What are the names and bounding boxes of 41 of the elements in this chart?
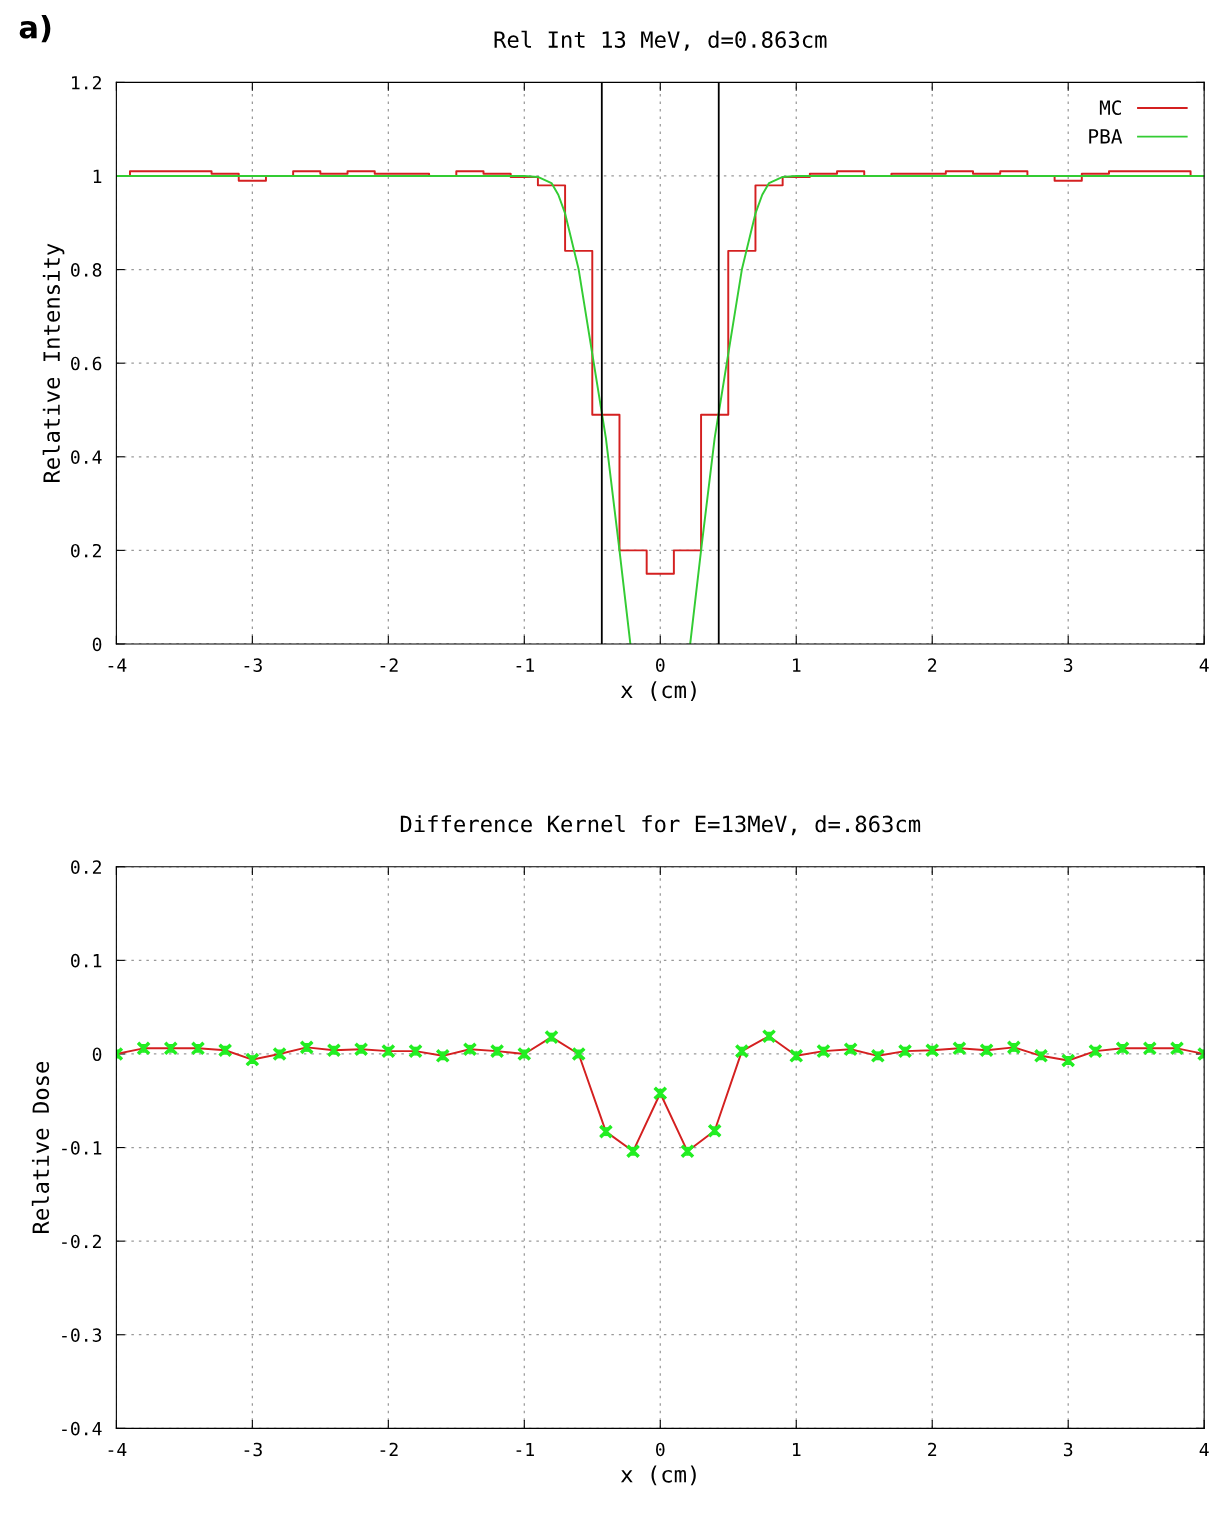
- text: a): [19, 14, 51, 43]
- y-tick-label: -0.3: [62, 1328, 102, 1342]
- y-tick-label: 0.8: [71, 263, 102, 277]
- x-tick-label: -4: [108, 1442, 127, 1457]
- x-tick-label: 3: [1063, 1442, 1073, 1457]
- y-axis-title: Relative Intensity: [42, 243, 65, 483]
- x-tick-label: 3: [1063, 658, 1073, 672]
- x-tick-label: -4: [108, 658, 127, 672]
- y-tick-label: -0.4: [62, 1421, 102, 1436]
- x-tick-label: 1: [792, 658, 801, 672]
- y-tick-label: 1: [93, 169, 102, 183]
- y-tick-label: -0.2: [62, 1234, 101, 1249]
- x-tick-label: -2: [380, 1442, 398, 1457]
- chart-title: Difference Kernel for E=13MeV, d=.863cm: [400, 815, 921, 836]
- x-tick-label: 2: [928, 1442, 937, 1457]
- y-axis-title: Relative Dose: [31, 1061, 50, 1233]
- x-tick-label: -3: [244, 1442, 262, 1457]
- y-tick-label: 0.1: [71, 953, 102, 968]
- y-tick-label: 0.6: [71, 356, 102, 371]
- x-tick-label: -1: [516, 1442, 534, 1457]
- y-tick-label: 0.2: [71, 860, 101, 874]
- legend-label: MC: [1099, 100, 1121, 116]
- x-tick-label: -3: [244, 658, 262, 672]
- y-tick-label: 0: [92, 1047, 102, 1062]
- x-axis-title: x (cm): [620, 1465, 696, 1486]
- x-tick-label: 4: [1199, 658, 1209, 672]
- x-axis-title: x (cm): [620, 681, 696, 701]
- x-tick-label: 0: [656, 658, 665, 672]
- y-tick-label: 0.2: [71, 543, 101, 558]
- x-tick-label: 0: [656, 1442, 665, 1457]
- y-tick-label: 1.2: [72, 75, 101, 90]
- x-tick-label: -2: [380, 658, 398, 672]
- legend-label: PBA: [1089, 129, 1123, 144]
- chart-title: Rel Int 13 MeV, d=0.863cm: [494, 30, 827, 51]
- x-tick-label: 2: [928, 658, 937, 672]
- x-tick-label: 4: [1199, 1442, 1209, 1457]
- y-tick-label: -0.1: [62, 1141, 102, 1155]
- y-tick-label: 0.4: [71, 450, 102, 464]
- x-tick-label: -1: [516, 658, 534, 672]
- y-tick-label: 0: [92, 637, 102, 652]
- x-tick-label: 1: [792, 1442, 801, 1457]
